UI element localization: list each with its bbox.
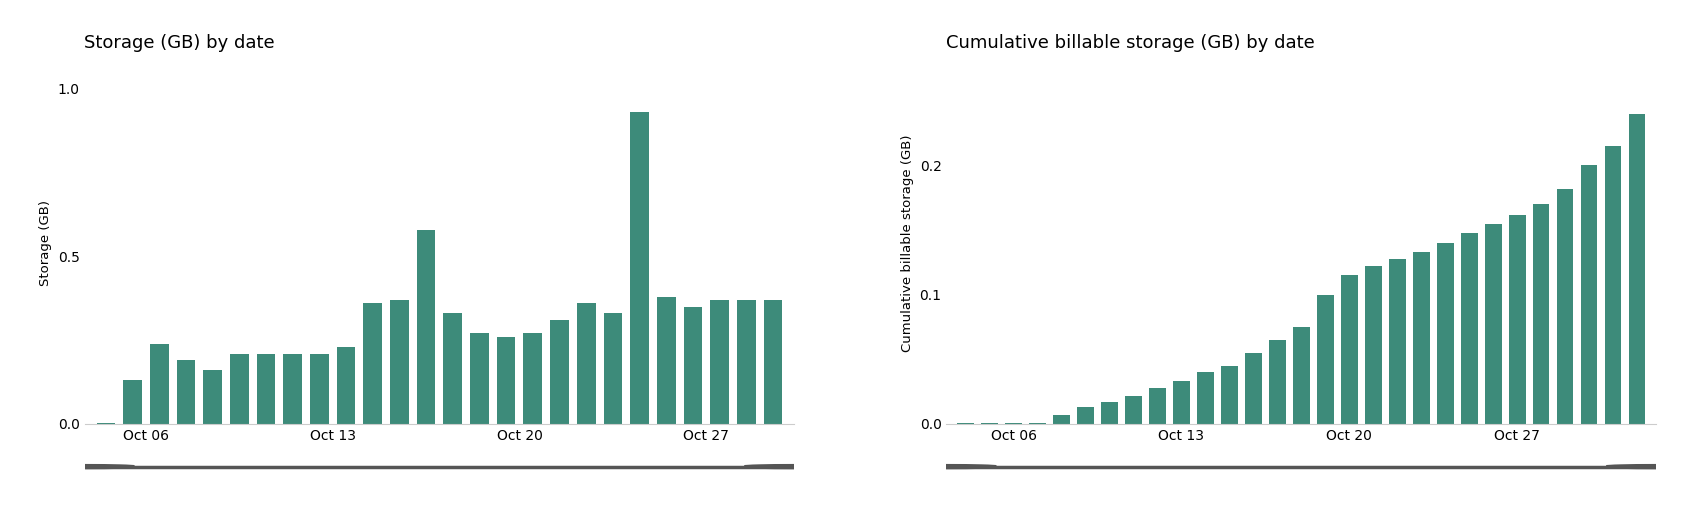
Circle shape — [1606, 465, 1689, 468]
Y-axis label: Cumulative billable storage (GB): Cumulative billable storage (GB) — [900, 134, 914, 352]
Bar — [1292, 327, 1309, 424]
Bar — [524, 333, 542, 424]
Circle shape — [35, 465, 133, 468]
Bar — [230, 354, 248, 424]
Bar — [417, 230, 436, 424]
Bar — [390, 300, 409, 424]
Bar — [1029, 423, 1045, 424]
Circle shape — [745, 465, 843, 468]
Bar — [1532, 204, 1549, 424]
Bar — [763, 300, 782, 424]
Bar — [551, 320, 569, 424]
Text: Cumulative billable storage (GB) by date: Cumulative billable storage (GB) by date — [946, 34, 1314, 52]
Bar — [96, 423, 115, 424]
Text: Storage (GB) by date: Storage (GB) by date — [84, 34, 275, 52]
Bar — [1149, 388, 1165, 424]
Bar — [1172, 382, 1189, 424]
Bar — [1101, 402, 1116, 424]
Bar — [1196, 372, 1213, 424]
Bar — [981, 423, 998, 424]
Bar — [736, 300, 755, 424]
Bar — [1245, 353, 1262, 424]
Bar — [336, 347, 355, 424]
Bar — [682, 307, 703, 424]
Bar — [1052, 415, 1069, 424]
Bar — [1365, 266, 1382, 424]
Bar — [309, 354, 328, 424]
Bar — [284, 354, 302, 424]
Bar — [1388, 258, 1405, 424]
Bar — [956, 423, 973, 424]
Bar — [630, 112, 649, 424]
Bar — [1005, 423, 1022, 424]
Bar — [257, 354, 275, 424]
Bar — [470, 333, 488, 424]
Bar — [657, 297, 676, 424]
Bar — [497, 337, 515, 424]
Bar — [1339, 276, 1356, 424]
Bar — [1076, 407, 1093, 424]
Bar — [1219, 366, 1236, 424]
Bar — [363, 303, 382, 424]
Bar — [1556, 189, 1572, 424]
Bar — [1412, 252, 1429, 424]
Bar — [1125, 396, 1142, 424]
Bar — [203, 370, 221, 424]
Bar — [1485, 224, 1500, 424]
Bar — [176, 360, 196, 424]
Y-axis label: Storage (GB): Storage (GB) — [39, 200, 52, 286]
Bar — [603, 313, 622, 424]
Bar — [1316, 295, 1333, 424]
Bar — [123, 381, 142, 424]
Bar — [1579, 165, 1596, 424]
Bar — [1268, 340, 1285, 424]
Circle shape — [897, 465, 995, 468]
Bar — [1508, 215, 1525, 424]
Bar — [576, 303, 595, 424]
Bar — [1603, 146, 1620, 424]
Bar — [709, 300, 728, 424]
Bar — [1628, 114, 1645, 424]
Bar — [150, 343, 169, 424]
Bar — [443, 313, 461, 424]
Bar — [1459, 233, 1476, 424]
Bar — [1436, 243, 1453, 424]
